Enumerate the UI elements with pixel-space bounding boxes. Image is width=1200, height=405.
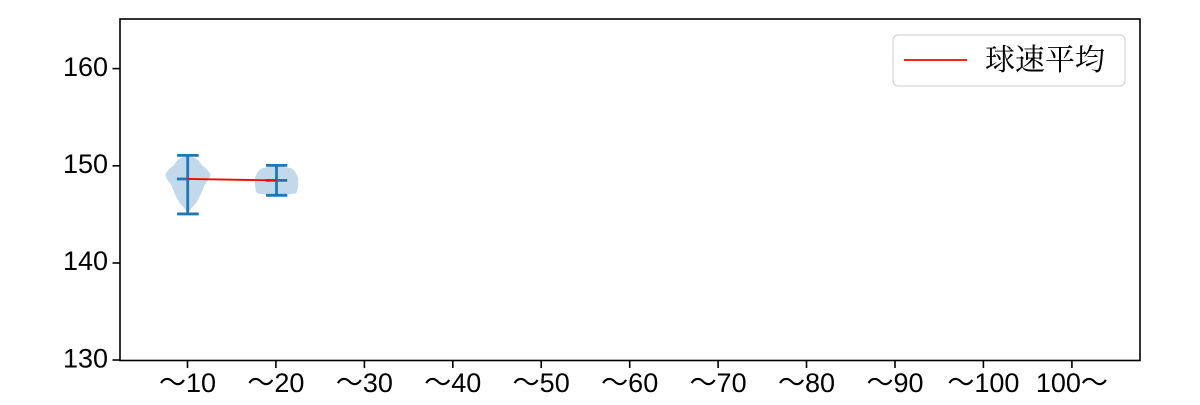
svg-text:150: 150 [63, 149, 108, 179]
svg-text:〜100: 〜100 [947, 368, 1019, 398]
svg-text:160: 160 [63, 52, 108, 82]
svg-text:100〜: 100〜 [1036, 368, 1108, 398]
svg-text:球速平均: 球速平均 [985, 35, 1105, 79]
svg-text:〜20: 〜20 [247, 368, 304, 398]
svg-text:〜70: 〜70 [690, 368, 747, 398]
svg-text:〜10: 〜10 [159, 368, 216, 398]
svg-text:〜40: 〜40 [424, 368, 481, 398]
svg-text:〜80: 〜80 [778, 368, 835, 398]
svg-text:140: 140 [63, 246, 108, 276]
svg-text:〜50: 〜50 [513, 368, 570, 398]
svg-text:130: 130 [63, 344, 108, 374]
svg-text:〜90: 〜90 [866, 368, 923, 398]
svg-text:〜60: 〜60 [601, 368, 658, 398]
svg-text:〜30: 〜30 [336, 368, 393, 398]
